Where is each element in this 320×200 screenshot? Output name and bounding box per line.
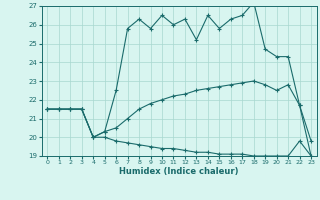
X-axis label: Humidex (Indice chaleur): Humidex (Indice chaleur) — [119, 167, 239, 176]
